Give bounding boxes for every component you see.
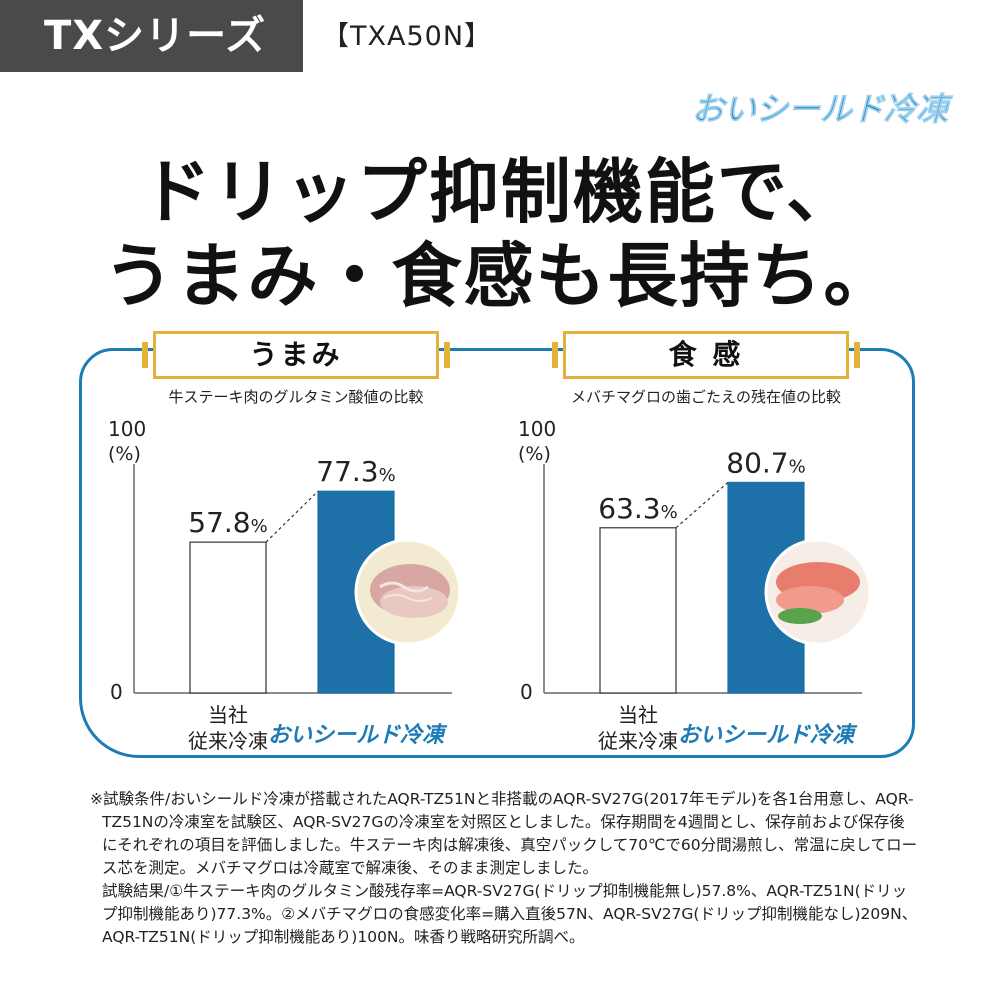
value-label-0: 57.8% xyxy=(188,506,267,539)
trend-dashed-line xyxy=(265,490,319,543)
meat-slice-2 xyxy=(380,586,448,618)
category-label-oishield: おいシールド冷凍 xyxy=(268,723,448,748)
headline-line-2: うまみ・食感も長持ち。 xyxy=(103,235,896,317)
meat-marbling xyxy=(379,581,429,593)
panel-title-umami: うまみ xyxy=(142,331,450,379)
y-tick-min: 0 xyxy=(110,680,123,704)
notes-results: 試験結果/①牛ステーキ肉のグルタミン酸残存率=AQR-SV27G(ドリップ抑制機… xyxy=(102,882,918,946)
value-label-0: 63.3% xyxy=(598,492,677,525)
bar-conventional xyxy=(189,541,267,694)
y-tick-min: 0 xyxy=(520,680,533,704)
test-notes: ※試験条件/おいシールド冷凍が搭載されたAQR-TZ51Nと非搭載のAQR-SV… xyxy=(90,788,920,949)
series-badge: TXシリーズ xyxy=(0,0,303,72)
value-label-1: 77.3% xyxy=(316,455,395,488)
category-label-conventional-1: 当社 xyxy=(618,703,658,727)
category-label-conventional-2: 従来冷凍 xyxy=(188,729,268,753)
panel-subtitle-umami: 牛ステーキ肉のグルタミン酸値の比較 xyxy=(168,388,424,406)
meat-marbling-2 xyxy=(383,594,433,602)
garnish xyxy=(778,608,822,624)
brand-logo-text: おいシールド冷凍 xyxy=(692,90,953,128)
value-label-1: 80.7% xyxy=(726,446,805,479)
trend-dashed-line xyxy=(675,481,729,529)
category-label-conventional-2: 従来冷凍 xyxy=(598,729,678,753)
tuna-sashimi-photo xyxy=(764,538,872,646)
beef-steak-photo xyxy=(354,538,462,646)
y-axis-unit: (%) xyxy=(518,443,551,465)
bar-conventional xyxy=(599,527,677,694)
headline-line-1: ドリップ抑制機能で、 xyxy=(140,151,859,233)
category-label-conventional-1: 当社 xyxy=(208,703,248,727)
category-label-oishield: おいシールド冷凍 xyxy=(678,723,858,748)
headline: ドリップ抑制機能で、 うまみ・食感も長持ち。 xyxy=(0,150,999,318)
model-number: 【TXA50N】 xyxy=(322,21,493,52)
y-tick-max: 100 xyxy=(108,417,146,441)
brand-logo: おいシールド冷凍 xyxy=(692,90,954,129)
notes-conditions: ※試験条件/おいシールド冷凍が搭載されたAQR-TZ51Nと非搭載のAQR-SV… xyxy=(90,790,918,877)
y-axis-unit: (%) xyxy=(108,443,141,465)
y-tick-max: 100 xyxy=(518,417,556,441)
panel-title-texture: 食 感 xyxy=(552,331,860,379)
tuna-slice-2 xyxy=(776,586,844,614)
panel-subtitle-texture: メバチマグロの歯ごたえの残在値の比較 xyxy=(570,388,841,406)
